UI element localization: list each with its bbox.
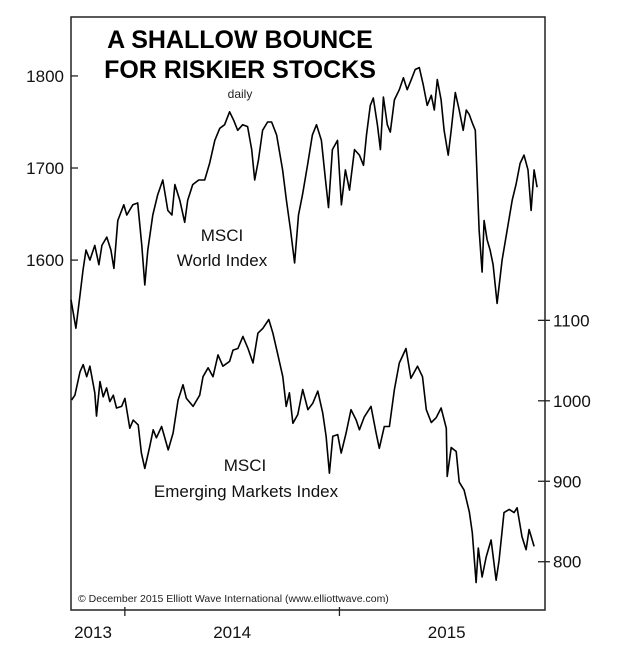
- left-axis: 1600 1700 1800: [26, 67, 78, 270]
- x-tick-label: 2015: [428, 623, 466, 642]
- chart-title-line-1: A SHALLOW BOUNCE: [107, 26, 373, 54]
- plot-frame: [70, 16, 546, 611]
- copyright-credit: © December 2015 Elliott Wave Internation…: [78, 593, 389, 605]
- left-tick-label: 1800: [26, 67, 64, 86]
- series-line-msci-emerging-markets: [70, 318, 535, 584]
- x-axis: 2013 2014 2015: [74, 607, 466, 642]
- right-tick-label: 800: [553, 553, 581, 572]
- right-axis: 800 900 1000 1100: [538, 311, 591, 572]
- series-label-world-2: World Index: [177, 251, 268, 270]
- right-tick-label: 1100: [553, 311, 590, 330]
- series-label-em-2: Emerging Markets Index: [154, 482, 339, 501]
- x-tick-label: 2013: [74, 623, 112, 642]
- left-tick-label: 1700: [26, 159, 64, 178]
- series-line-msci-world: [70, 66, 538, 329]
- right-tick-label: 900: [553, 472, 581, 491]
- chart-subtitle: daily: [228, 87, 253, 101]
- series-label-em-1: MSCI: [224, 456, 267, 475]
- series-label-world-1: MSCI: [201, 226, 244, 245]
- left-tick-label: 1600: [26, 251, 64, 270]
- x-tick-label: 2014: [213, 623, 251, 642]
- series-layer: [70, 66, 538, 584]
- chart-title-line-2: FOR RISKIER STOCKS: [104, 56, 376, 84]
- right-tick-label: 1000: [553, 392, 591, 411]
